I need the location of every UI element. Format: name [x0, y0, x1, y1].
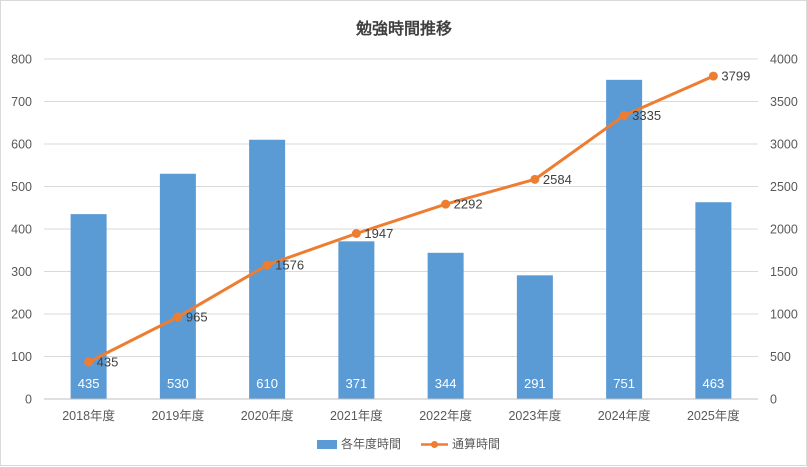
- bar-data-label: 463: [703, 376, 725, 391]
- line-point: [619, 111, 629, 121]
- bar: [516, 275, 553, 399]
- right-axis-tick-label: 1000: [770, 308, 798, 322]
- left-axis-tick-label: 700: [11, 95, 32, 109]
- right-axis-ticks: 0 500 1000 1500 2000 2500 3000 3500 4000: [770, 53, 798, 407]
- left-axis-tick-label: 300: [11, 265, 32, 279]
- legend: 各年度時間 通算時間: [317, 436, 500, 451]
- line-data-label: 1947: [364, 226, 393, 241]
- right-axis-tick-label: 3500: [770, 95, 798, 109]
- line-series: [84, 71, 718, 367]
- right-axis-tick-label: 1500: [770, 265, 798, 279]
- line-data-label: 2292: [454, 197, 483, 212]
- line-data-label: 435: [97, 355, 119, 370]
- line-data-label: 965: [186, 309, 208, 324]
- bar-data-label: 344: [435, 376, 457, 391]
- line-data-label: 3335: [632, 108, 661, 123]
- line-point: [173, 312, 183, 322]
- left-axis-tick-label: 0: [25, 393, 32, 407]
- line-data-label: 2584: [543, 172, 572, 187]
- line-point: [530, 174, 540, 184]
- x-axis-tick-label: 2024年度: [598, 408, 651, 423]
- bar-series: [70, 79, 732, 399]
- bar-data-label: 291: [524, 376, 546, 391]
- line-point: [441, 199, 451, 209]
- bar-data-label: 610: [256, 376, 278, 391]
- legend-swatch-marker: [431, 441, 438, 448]
- x-axis-tick-label: 2019年度: [151, 408, 204, 423]
- bar-data-labels: 435 530 610 371 344 291 751 463: [78, 376, 724, 391]
- left-axis-tick-label: 500: [11, 180, 32, 194]
- left-axis-tick-label: 100: [11, 350, 32, 364]
- bar-data-label: 371: [346, 376, 368, 391]
- line-data-labels: 435 965 1576 1947 2292 2584 3335 3799: [97, 69, 751, 370]
- bar: [695, 202, 732, 399]
- chart-title: 勉強時間推移: [355, 19, 452, 38]
- x-axis-tick-label: 2018年度: [62, 408, 115, 423]
- legend-label-line: 通算時間: [452, 436, 500, 451]
- bar: [159, 173, 196, 399]
- bar: [427, 252, 464, 399]
- bar-data-label: 751: [613, 376, 635, 391]
- left-axis-tick-label: 600: [11, 138, 32, 152]
- left-axis-ticks: 0 100 200 300 400 500 600 700 800: [11, 53, 32, 407]
- legend-label-bar: 各年度時間: [341, 436, 401, 451]
- left-axis-tick-label: 800: [11, 53, 32, 67]
- line-point: [708, 71, 718, 81]
- bar: [338, 241, 375, 399]
- x-axis-ticks: 2018年度 2019年度 2020年度 2021年度 2022年度 2023年度 2024…: [62, 408, 740, 423]
- line-point: [351, 229, 361, 239]
- line-point: [84, 357, 94, 367]
- right-axis-tick-label: 4000: [770, 53, 798, 67]
- x-axis-tick-label: 2023年度: [508, 408, 561, 423]
- bar: [606, 79, 643, 399]
- series-line: [87, 74, 715, 364]
- left-axis-tick-label: 200: [11, 308, 32, 322]
- right-axis-tick-label: 2500: [770, 180, 798, 194]
- line-point: [262, 260, 272, 270]
- left-axis-tick-label: 400: [11, 223, 32, 237]
- right-axis-tick-label: 2000: [770, 223, 798, 237]
- right-axis-tick-label: 0: [770, 393, 777, 407]
- x-axis-tick-label: 2021年度: [330, 408, 383, 423]
- bar: [70, 214, 107, 399]
- x-axis-tick-label: 2025年度: [687, 408, 740, 423]
- line-data-label: 1576: [275, 258, 304, 273]
- legend-swatch-bar: [317, 440, 337, 449]
- x-axis-tick-label: 2022年度: [419, 408, 472, 423]
- right-axis-tick-label: 3000: [770, 138, 798, 152]
- line-data-label: 3799: [721, 69, 750, 84]
- right-axis-tick-label: 500: [770, 350, 791, 364]
- bar-data-label: 435: [78, 376, 100, 391]
- x-axis-tick-label: 2020年度: [241, 408, 294, 423]
- bar-data-label: 530: [167, 376, 189, 391]
